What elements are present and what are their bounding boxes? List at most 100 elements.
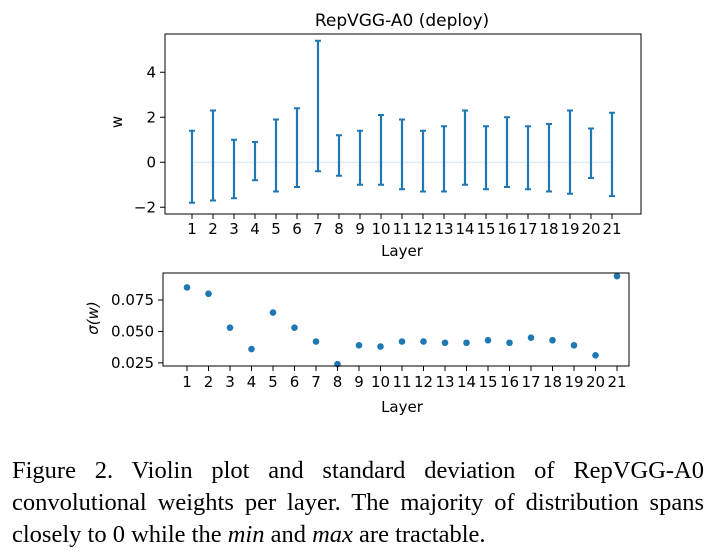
errorbar-series [189,39,615,204]
x-tick-label: 17 [521,373,540,391]
x-tick-label: 14 [455,220,474,238]
x-tick-label: 13 [435,373,454,391]
errorbar-layer-14 [462,109,468,186]
x-tick-label: 19 [564,373,583,391]
y-tick-label: 4 [146,63,156,81]
y-tick-label: −2 [134,198,156,216]
x-tick-label: 2 [204,373,214,391]
x-tick-label: 3 [229,220,239,238]
errorbar-layer-5 [273,118,279,193]
std-point-layer-19 [570,341,578,349]
x-tick-label: 3 [225,373,235,391]
x-tick-label: 6 [290,373,300,391]
x-tick-label: 8 [333,373,343,391]
x-tick-label: 9 [355,220,365,238]
errorbar-layer-19 [567,109,573,195]
x-tick-label: 21 [607,373,626,391]
x-tick-label: 10 [371,220,390,238]
figure-caption: Figure 2. Violin plot and standard devia… [12,455,704,551]
x-tick-label: 15 [476,220,495,238]
x-tick-label: 18 [543,373,562,391]
std-point-layer-1 [183,284,191,291]
std-point-layer-3 [226,324,234,331]
top-y-ticks: −2 0 2 4 [134,63,165,216]
caption-min: min [227,521,265,548]
errorbar-layer-6 [294,107,300,188]
std-point-layer-14 [463,339,470,347]
x-tick-label: 15 [478,373,497,391]
y-tick-label: 0.075 [111,291,154,309]
std-point-layer-15 [484,336,492,344]
x-tick-label: 6 [292,220,302,238]
x-tick-label: 11 [392,373,411,391]
x-tick-label: 16 [500,373,519,391]
x-tick-label: 10 [371,373,390,391]
x-tick-label: 5 [268,373,278,391]
std-point-layer-7 [312,338,320,345]
caption-text-1: Figure 2. Violin plot and standard devia… [12,457,704,548]
bottom-x-ticks: 1 2 3 4 5 6 7 8 9 10 11 12 13 14 15 16 17 18 19 20 21 [182,366,627,391]
errorbar-layer-10 [378,114,384,186]
bottom-y-axis-label: σ(w) [84,301,102,334]
x-tick-label: 7 [313,220,323,238]
x-tick-label: 11 [392,220,411,238]
chart-title: RepVGG-A0 (deploy) [315,11,489,31]
std-point-layer-16 [506,339,513,347]
errorbar-layer-17 [525,125,531,191]
x-tick-label: 14 [457,373,476,391]
std-scatter-series [183,272,621,368]
errorbar-layer-21 [609,111,615,197]
x-tick-label: 21 [602,220,621,238]
x-tick-label: 12 [414,373,433,391]
std-point-layer-12 [420,338,427,345]
top-axes-frame [164,33,642,215]
x-tick-label: 16 [497,220,516,238]
std-point-layer-18 [549,336,556,344]
x-tick-label: 20 [586,373,605,391]
std-point-layer-21 [613,272,621,280]
std-point-layer-2 [205,290,212,298]
top-x-ticks: 1 2 3 4 5 6 7 8 9 10 11 12 13 14 15 16 17 18 19 20 21 [187,214,622,238]
errorbar-layer-7 [315,39,321,173]
x-tick-label: 13 [434,220,453,238]
caption-text-2: and [264,521,313,548]
y-tick-label: 0.050 [111,322,154,340]
errorbar-layer-3 [231,138,237,200]
errorbar-layer-2 [210,109,216,202]
std-point-layer-4 [248,345,255,353]
y-tick-label: 0 [146,153,156,171]
std-point-layer-11 [398,338,406,345]
x-tick-label: 7 [311,373,321,391]
std-point-layer-5 [269,309,277,316]
std-point-layer-6 [291,324,298,331]
caption-max: max [312,521,353,548]
y-tick-label: 2 [146,108,156,126]
errorbar-layer-1 [189,129,195,204]
x-tick-label: 1 [187,220,197,238]
x-tick-label: 12 [413,220,432,238]
y-tick-label: 0.025 [111,354,154,372]
std-point-layer-17 [527,334,535,342]
x-tick-label: 2 [208,220,218,238]
errorbar-layer-4 [252,141,258,182]
std-point-layer-13 [441,339,449,347]
caption-text-3: are tractable. [352,521,486,548]
x-tick-label: 20 [581,220,600,238]
x-tick-label: 4 [247,373,257,391]
x-tick-label: 18 [539,220,558,238]
errorbar-layer-15 [483,125,489,191]
errorbar-layer-11 [399,118,405,191]
errorbar-layer-8 [336,134,342,177]
std-point-layer-10 [377,343,384,350]
errorbar-layer-12 [420,129,426,193]
x-tick-label: 9 [354,373,364,391]
bottom-axes-frame [162,272,630,367]
x-tick-label: 19 [560,220,579,238]
errorbar-layer-16 [504,116,510,188]
std-point-layer-9 [355,341,363,349]
errorbar-layer-9 [357,129,363,186]
errorbar-layer-13 [441,125,447,193]
